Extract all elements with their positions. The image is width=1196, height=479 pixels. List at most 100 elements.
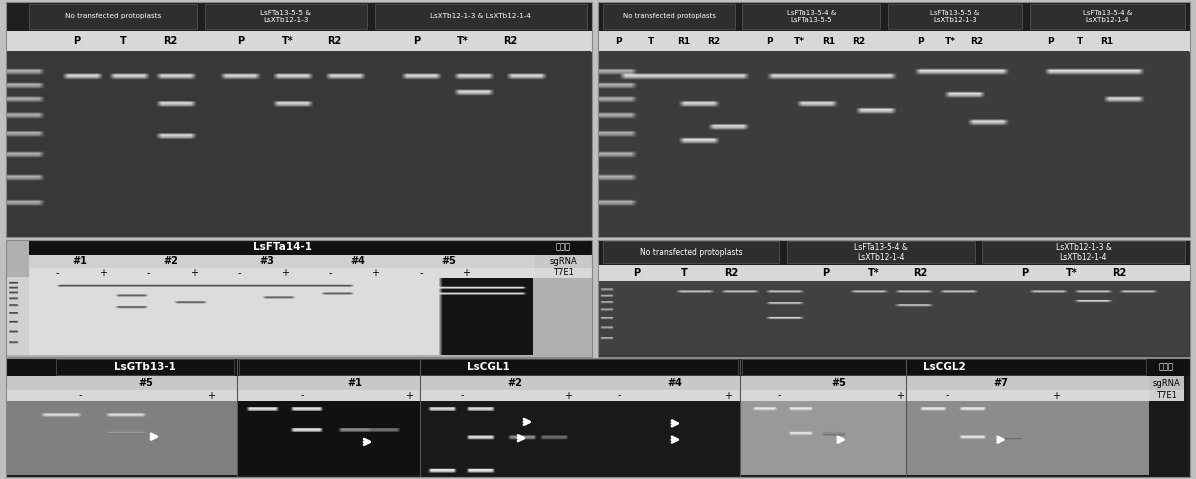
Text: +: + [190,268,197,278]
Text: T: T [648,36,654,46]
Text: +: + [896,390,904,400]
Text: T: T [1078,36,1084,46]
Bar [205,4,367,29]
Text: #5: #5 [441,256,456,266]
Text: P: P [767,36,773,46]
Text: -: - [300,390,304,400]
Bar [535,255,592,268]
Bar [6,2,592,237]
Bar [30,255,535,268]
Bar [239,359,738,375]
Text: R2: R2 [707,36,720,46]
Bar [6,2,592,31]
Text: 유전자: 유전자 [556,243,570,251]
Bar [6,390,1148,401]
Text: LsXTb12-1-3 & LsXTb12-1-4: LsXTb12-1-3 & LsXTb12-1-4 [431,13,531,20]
Text: LsFTa13-5-4 &
LsXTb12-1-4: LsFTa13-5-4 & LsXTb12-1-4 [854,242,908,262]
Bar [787,241,975,263]
Bar [6,240,592,357]
Text: +: + [372,268,379,278]
Bar [374,4,587,29]
Text: LsGTb13-1: LsGTb13-1 [114,362,176,372]
Bar [598,2,1190,237]
Text: No transfected protoplasts: No transfected protoplasts [640,248,743,257]
Text: T7E1: T7E1 [1157,391,1177,400]
Bar [905,401,1148,475]
Text: P: P [1048,36,1054,46]
Text: T*: T* [281,36,293,46]
Text: R2: R2 [327,36,341,46]
Text: LsFTa13-5-4 &
LsXTb12-1-4: LsFTa13-5-4 & LsXTb12-1-4 [1082,10,1131,23]
Text: LsFTa13-5-4 &
LsFTa13-5-5: LsFTa13-5-4 & LsFTa13-5-5 [787,10,836,23]
Bar [6,31,592,52]
Bar [598,240,1190,357]
Bar [598,2,1190,237]
Text: +: + [99,268,106,278]
Bar [535,240,592,255]
Text: #1: #1 [348,378,362,388]
Bar [6,2,592,237]
Text: P: P [1020,268,1027,278]
Text: +: + [725,390,732,400]
Text: -: - [79,390,83,400]
Text: +: + [281,268,288,278]
Text: T: T [681,268,688,278]
Text: LsCGL2: LsCGL2 [923,362,965,372]
Text: R2: R2 [852,36,865,46]
Bar [237,401,421,475]
Text: #1: #1 [73,256,87,266]
Text: P: P [413,36,420,46]
Bar [598,2,1190,31]
Text: R2: R2 [502,36,517,46]
Text: 유전자: 유전자 [1159,363,1174,372]
Bar [982,241,1185,263]
Text: #3: #3 [260,256,274,266]
Text: +: + [207,390,215,400]
Bar [6,401,237,475]
Text: LsFTa14-1: LsFTa14-1 [252,242,311,252]
Text: #4: #4 [350,256,365,266]
Text: #5: #5 [831,378,846,388]
Bar [6,358,1190,477]
Bar [1148,376,1184,390]
Bar [740,401,905,475]
Bar [1030,4,1185,29]
Text: No transfected protoplasts: No transfected protoplasts [623,13,715,20]
Text: -: - [946,390,950,400]
Text: -: - [328,268,331,278]
Text: T*: T* [457,36,469,46]
Text: T*: T* [1066,268,1078,278]
Bar [887,4,1021,29]
Bar [603,4,734,29]
Text: T*: T* [867,268,879,278]
Bar [1148,390,1184,401]
Text: R2: R2 [163,36,177,46]
Text: R1: R1 [677,36,690,46]
Bar [603,241,779,263]
Text: #2: #2 [507,378,523,388]
Text: -: - [617,390,621,400]
Text: P: P [237,36,244,46]
Bar [743,359,1146,375]
Text: -: - [55,268,59,278]
Text: P: P [73,36,80,46]
Text: #2: #2 [164,256,178,266]
Text: -: - [237,268,240,278]
Text: +: + [463,268,470,278]
Text: T7E1: T7E1 [553,268,574,277]
Text: R2: R2 [1112,268,1127,278]
Text: #7: #7 [993,378,1008,388]
Text: T*: T* [794,36,805,46]
Text: #4: #4 [667,378,683,388]
Bar [598,240,1190,265]
Bar [7,278,29,355]
Text: LsFTa13-5-5 &
LsXTb12-1-3: LsFTa13-5-5 & LsXTb12-1-3 [261,10,311,23]
Text: LsCGL1: LsCGL1 [468,362,509,372]
Text: -: - [460,390,464,400]
Text: sgRNA: sgRNA [549,257,578,266]
Text: P: P [633,268,640,278]
Text: P: P [823,268,830,278]
Bar [6,358,1190,477]
Bar [6,376,1148,390]
Text: T*: T* [945,36,956,46]
